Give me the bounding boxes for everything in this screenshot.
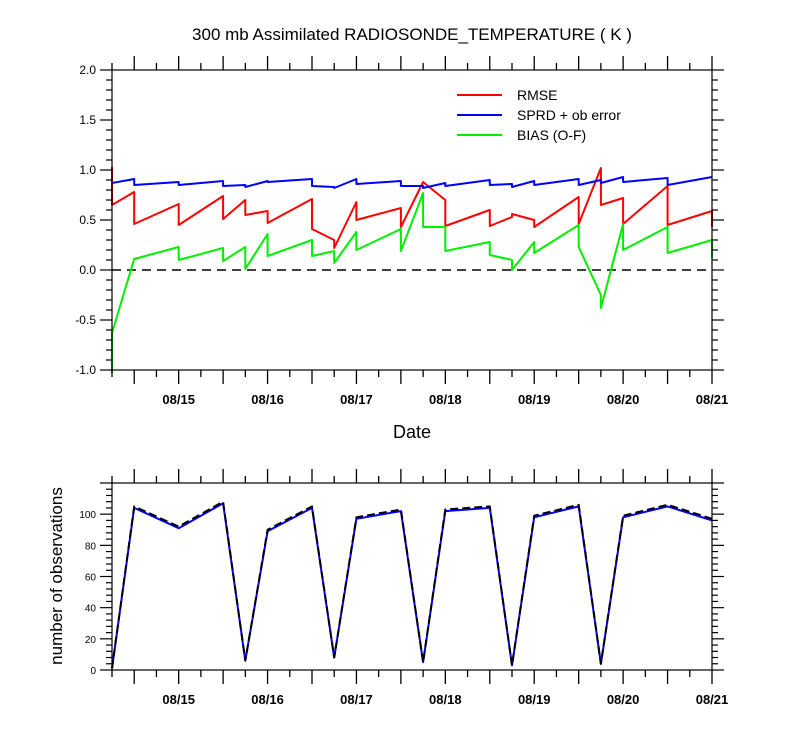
y-tick-label: 80 <box>85 541 97 552</box>
y-tick-label: 100 <box>79 510 96 521</box>
x-tick-label: 08/18 <box>429 392 462 407</box>
y-tick-label: -1.0 <box>75 363 96 377</box>
y-axis-label: number of observations <box>47 487 66 665</box>
x-tick-label: 08/15 <box>162 392 195 407</box>
x-tick-label: 08/21 <box>696 392 729 407</box>
x-tick-label: 08/20 <box>607 392 640 407</box>
x-tick-label: 08/17 <box>340 392 373 407</box>
series-line-0 <box>111 167 713 249</box>
series-line-1 <box>111 176 713 189</box>
y-tick-label: 60 <box>85 573 97 584</box>
legend-label: BIAS (O-F) <box>517 127 586 143</box>
chart-title: 300 mb Assimilated RADIOSONDE_TEMPERATUR… <box>192 25 632 44</box>
plot-frame: 08/15 08/16 08/17 08/18 08/19 08/20 08/21 -1.0 -… <box>75 56 728 407</box>
series-line-2 <box>111 192 713 373</box>
x-tick-label: 08/17 <box>340 692 373 707</box>
y-tick-label: 1.5 <box>79 113 96 127</box>
x-tick-label: 08/15 <box>162 692 195 707</box>
series-line-1 <box>111 500 713 669</box>
bottom-chart: number of observations 08/15 08/16 08/17 08… <box>47 469 728 707</box>
x-tick-label: 08/21 <box>696 692 729 707</box>
x-tick-label: 08/16 <box>251 392 284 407</box>
legend-label: RMSE <box>517 87 557 103</box>
plot-frame: 08/15 08/16 08/17 08/18 08/19 08/20 08/21 0 20 40… <box>79 469 728 707</box>
x-tick-label: 08/19 <box>518 692 551 707</box>
y-tick-label: 20 <box>85 635 97 646</box>
y-tick-label: 2.0 <box>79 63 96 77</box>
x-tick-label: 08/18 <box>429 692 462 707</box>
series-group <box>111 500 713 669</box>
y-tick-label: 1.0 <box>79 163 96 177</box>
plot-border <box>111 482 713 671</box>
y-tick-label: -0.5 <box>75 313 96 327</box>
y-tick-label: 0 <box>90 666 96 677</box>
top-chart: 300 mb Assimilated RADIOSONDE_TEMPERATUR… <box>75 25 728 442</box>
x-axis-label: Date <box>393 422 431 442</box>
y-tick-label: 40 <box>85 604 97 615</box>
x-tick-label: 08/19 <box>518 392 551 407</box>
x-tick-label: 08/20 <box>607 692 640 707</box>
x-tick-label: 08/16 <box>251 692 284 707</box>
y-tick-label: 0.0 <box>79 263 96 277</box>
y-tick-label: 0.5 <box>79 213 96 227</box>
series-group <box>111 167 713 373</box>
legend: RMSE SPRD + ob error BIAS (O-F) <box>457 87 621 143</box>
legend-label: SPRD + ob error <box>517 107 621 123</box>
